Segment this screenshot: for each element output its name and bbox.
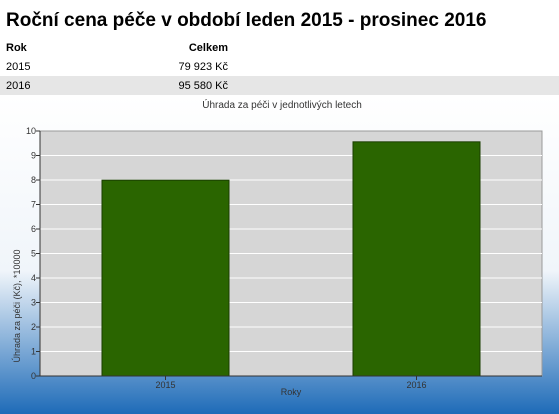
y-tick-label: 1: [31, 347, 36, 357]
y-tick-label: 6: [31, 224, 36, 234]
x-tick-label: 2016: [406, 380, 426, 390]
bars: [101, 141, 481, 377]
bar: [352, 141, 481, 377]
row-spacer: [228, 76, 559, 95]
y-axis-label: Úhrada za péči (Kč), *10000: [12, 249, 22, 362]
row-spacer: [228, 57, 559, 76]
cell-year: 2016: [0, 76, 126, 95]
chart-svg: Úhrada za péči v jednotlivých letech 0 1 2…: [0, 96, 559, 414]
axes: 0 1 2 3 4 5 6 7 8 9 10 2015 2016: [26, 126, 542, 390]
y-tick-label: 9: [31, 151, 36, 161]
y-tick-label: 0: [31, 371, 36, 381]
header-year: Rok: [6, 41, 27, 54]
table-row: 2015 79 923 Kč: [0, 57, 559, 76]
x-tick-label: 2015: [155, 380, 175, 390]
page-title: Roční cena péče v období leden 2015 - pr…: [6, 10, 487, 31]
y-tick-label: 8: [31, 175, 36, 185]
header-total: Celkem: [188, 41, 228, 54]
y-tick-label: 5: [31, 249, 36, 259]
table-row: 2016 95 580 Kč: [0, 76, 559, 95]
y-tick-label: 2: [31, 322, 36, 332]
bar: [101, 179, 230, 377]
header-spacer: [228, 38, 559, 57]
cell-total: 95 580 Kč: [126, 76, 228, 95]
cell-total: 79 923 Kč: [178, 60, 228, 73]
chart: Úhrada za péči v jednotlivých letech 0 1 2…: [0, 96, 559, 414]
y-tick-label: 4: [31, 273, 36, 283]
cell-year: 2015: [6, 60, 31, 73]
y-tick-label: 3: [31, 298, 36, 308]
x-axis-label: Roky: [281, 387, 302, 397]
y-tick-label: 7: [31, 200, 36, 210]
table-header-row: Rok Celkem: [0, 38, 559, 57]
summary-table: Rok Celkem 2015 79 923 Kč 2016 95 580 Kč: [0, 38, 559, 95]
chart-title: Úhrada za péči v jednotlivých letech: [202, 98, 362, 111]
y-tick-label: 10: [26, 126, 36, 136]
